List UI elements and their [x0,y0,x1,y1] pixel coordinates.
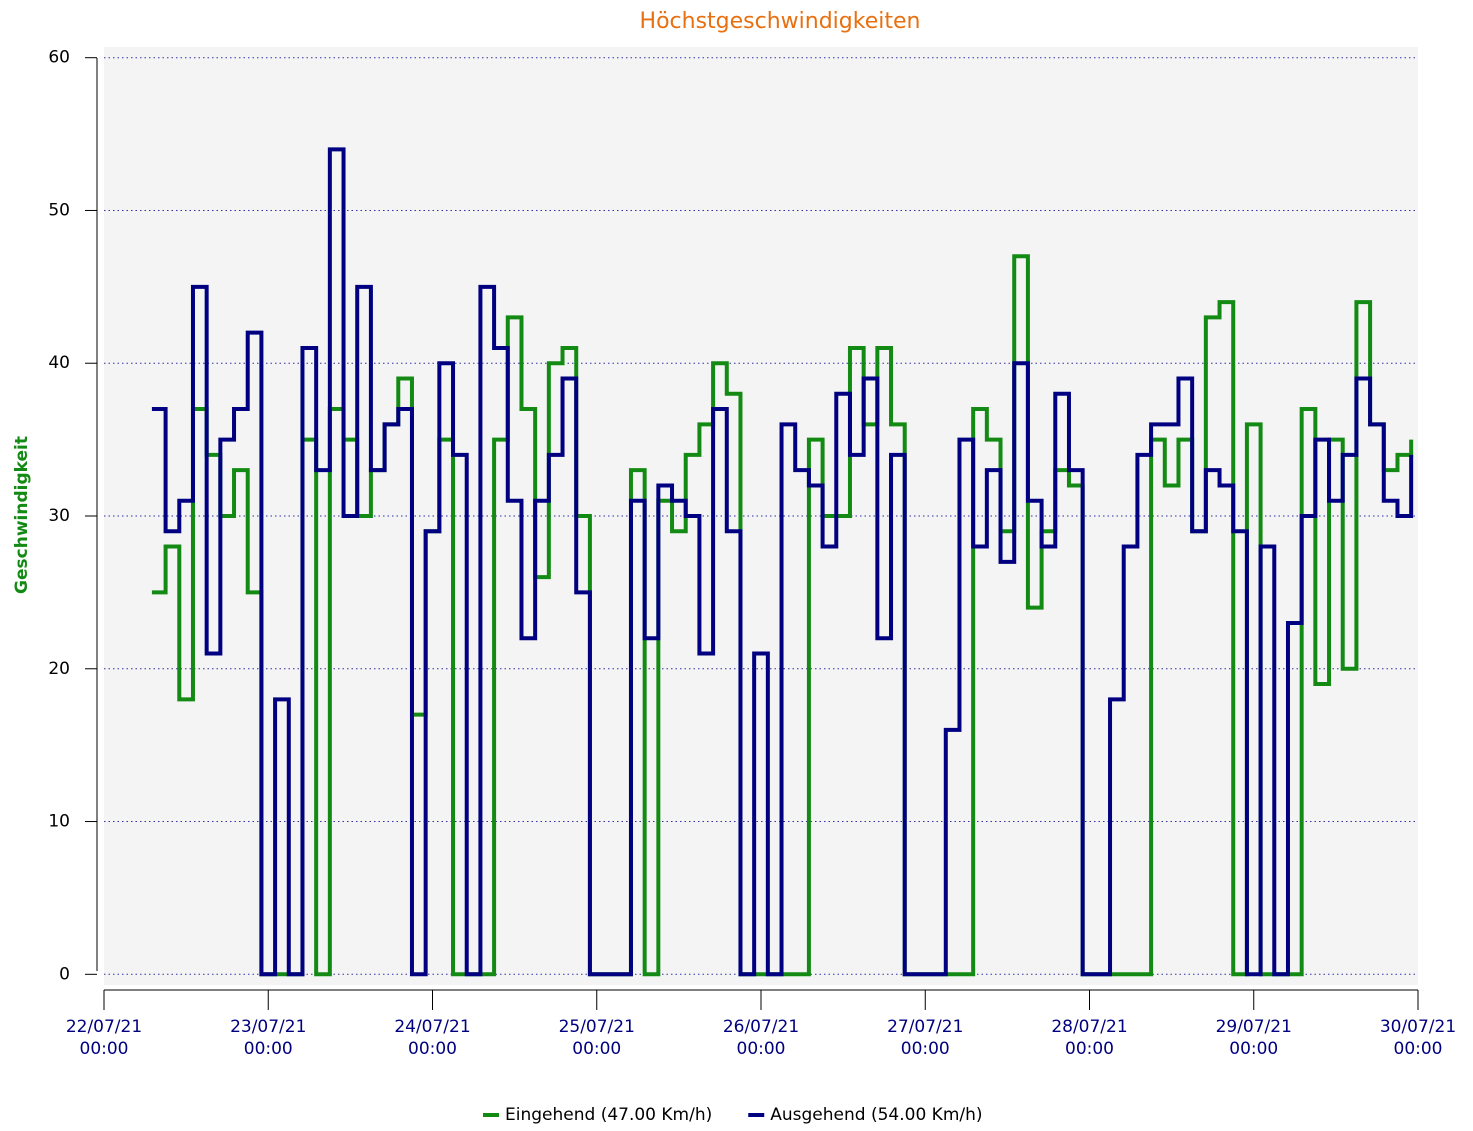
y-tick-label: 10 [48,812,70,832]
chart-title: Höchstgeschwindigkeiten [640,9,921,34]
x-tick-label: 25/07/21 00:00 [558,1017,635,1059]
y-tick-label: 50 [48,200,70,220]
legend-label: Ausgehend (54.00 Km/h) [770,1105,982,1125]
x-tick-label: 27/07/21 00:00 [887,1017,964,1059]
x-tick-label: 29/07/21 00:00 [1215,1017,1292,1059]
x-tick-label: 26/07/21 00:00 [722,1017,800,1059]
legend-label: Eingehend (47.00 Km/h) [505,1105,712,1125]
x-tick-label: 28/07/21 00:00 [1051,1017,1128,1059]
y-tick-label: 0 [59,964,70,984]
y-tick-label: 40 [48,353,70,373]
y-tick-label: 30 [48,506,70,526]
y-tick-label: 20 [48,659,70,679]
y-tick-label: 60 [48,48,70,68]
x-tick-label: 30/07/21 00:00 [1379,1017,1457,1059]
x-tick-label: 22/07/21 00:00 [65,1017,143,1059]
y-axis-label: Geschwindigkeit [12,436,32,594]
x-tick-label: 23/07/21 00:00 [230,1017,307,1059]
series-line [151,147,1414,977]
x-tick-label: 24/07/21 00:00 [394,1017,471,1059]
